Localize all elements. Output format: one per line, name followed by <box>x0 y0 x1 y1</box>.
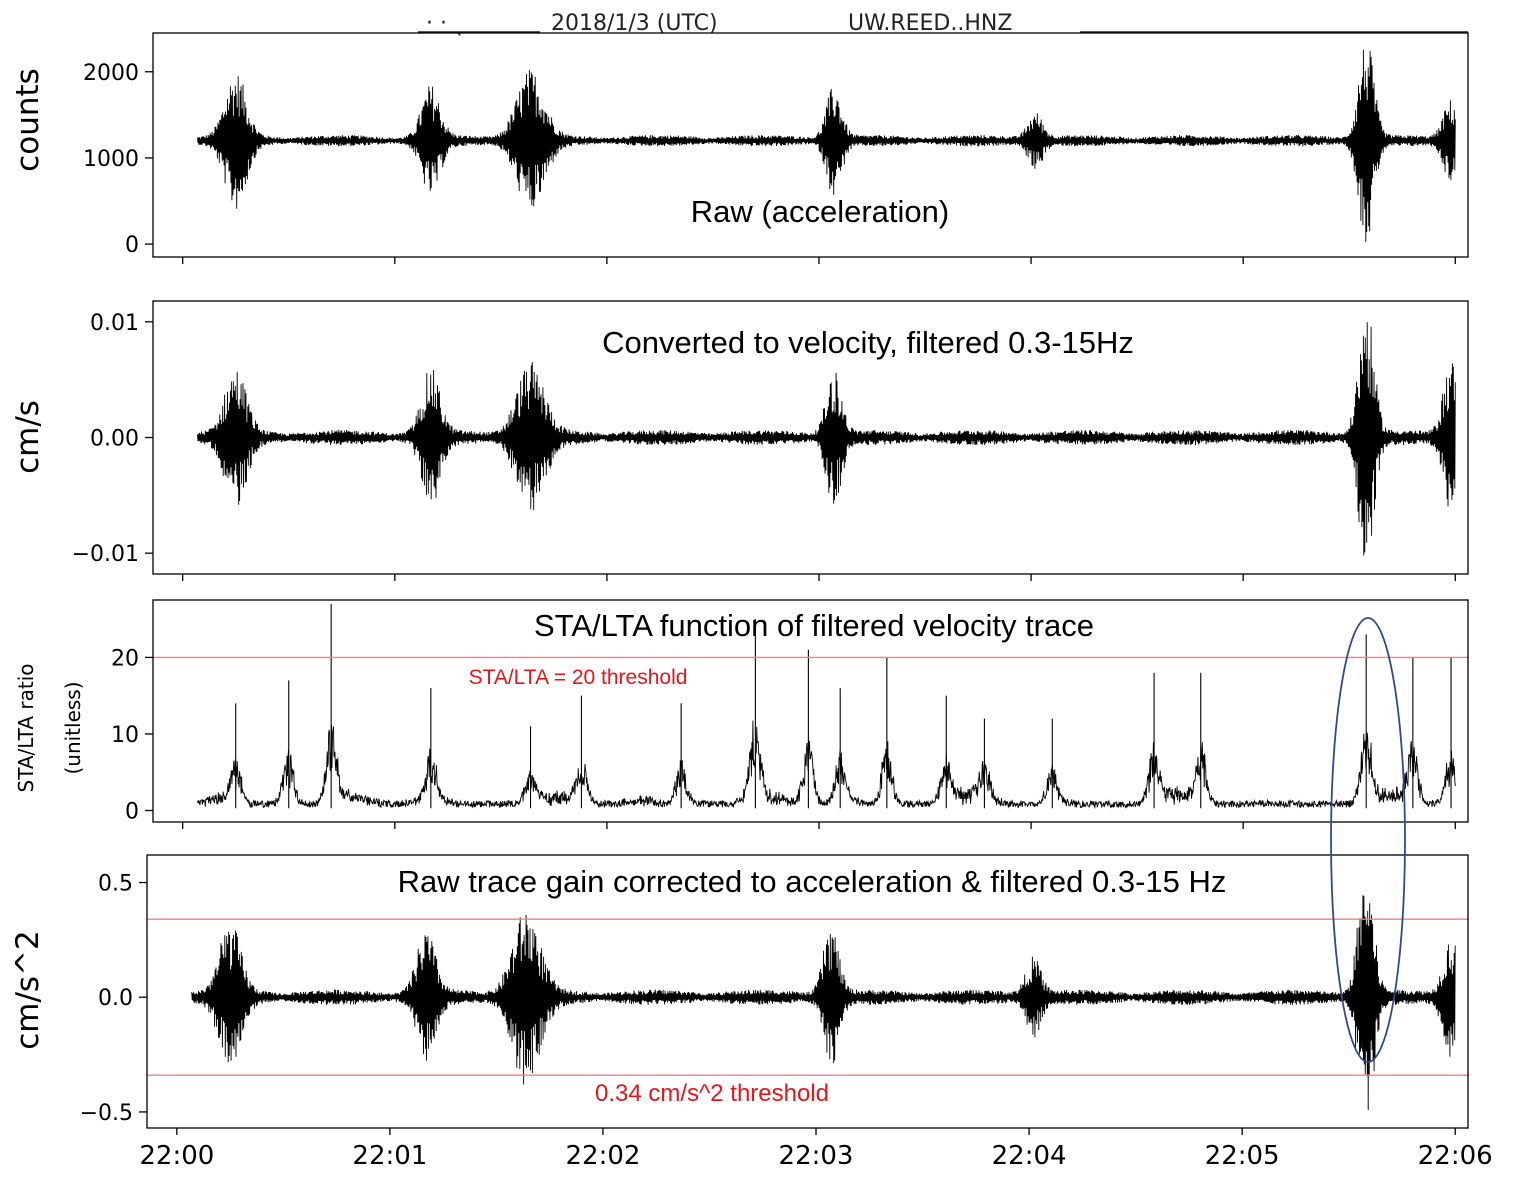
sta-lta-ylabel: STA/LTA ratio <box>14 664 38 793</box>
x-tick-label: 22:02 <box>565 1141 640 1171</box>
figure-header: · · ˎ 2018/1/3 (UTC) UW.REED..HNZ <box>418 11 1468 36</box>
panel-sta-lta-frame <box>152 599 1469 823</box>
sta-lta-y-axis: 0 10 20 <box>111 646 153 825</box>
y-tick-label: 20 <box>111 646 139 671</box>
y-tick-label: 0.01 <box>90 311 139 336</box>
waveform-line <box>197 322 1456 556</box>
velocity-annotation: Converted to velocity, filtered 0.3-15Hz <box>602 325 1134 360</box>
y-tick-label: 0.00 <box>90 427 139 452</box>
acceleration-annotation: Raw trace gain corrected to acceleration… <box>398 864 1227 899</box>
y-tick-label: 0 <box>125 233 139 258</box>
header-station: UW.REED..HNZ <box>848 11 1012 36</box>
acceleration-threshold-label: 0.34 cm/s^2 threshold <box>595 1080 829 1107</box>
sta-lta-ylabel-units: (unitless) <box>61 681 85 774</box>
x-tick-label: 22:04 <box>992 1141 1067 1171</box>
x-tick-label: 22:06 <box>1418 1141 1493 1171</box>
y-tick-label: 0 <box>125 800 139 825</box>
acceleration-x-axis: 22:00 22:01 22:02 22:03 22:04 22:05 22:06 <box>139 1128 1493 1171</box>
x-tick-label: 22:00 <box>139 1141 214 1171</box>
y-tick-label: −0.01 <box>72 542 139 567</box>
velocity-ylabel: cm/s <box>10 400 46 474</box>
raw-annotation: Raw (acceleration) <box>691 194 949 229</box>
raw-ylabel: counts <box>10 68 46 172</box>
panel-raw-acceleration: 0 1000 2000 counts Raw (acceleration) <box>10 32 1469 264</box>
header-date: 2018/1/3 (UTC) <box>551 11 718 36</box>
raw-acceleration-trace <box>197 49 1456 243</box>
x-tick-label: 22:05 <box>1205 1141 1280 1171</box>
velocity-y-axis: −0.01 0.00 0.01 <box>72 311 153 567</box>
y-tick-label: 1000 <box>83 147 139 172</box>
y-tick-label: 2000 <box>83 61 139 86</box>
panel-acceleration-frame <box>146 854 1469 1129</box>
sta-lta-line <box>197 720 1456 809</box>
sta-lta-x-axis <box>182 822 1456 829</box>
raw-x-axis <box>182 257 1456 264</box>
panel-sta-lta: 0 10 20 STA/LTA ratio (unitless) STA/LTA f… <box>14 599 1469 829</box>
x-tick-label: 22:01 <box>352 1141 427 1171</box>
x-tick-label: 22:03 <box>779 1141 854 1171</box>
acceleration-ylabel: cm/s^2 <box>10 930 46 1050</box>
velocity-x-axis <box>182 574 1456 581</box>
y-tick-label: 0.0 <box>98 986 133 1011</box>
y-tick-label: 0.5 <box>98 872 133 897</box>
sta-lta-annotation: STA/LTA function of filtered velocity tr… <box>534 608 1094 643</box>
raw-y-axis: 0 1000 2000 <box>83 61 153 258</box>
acceleration-y-axis: −0.5 0.0 0.5 <box>80 872 147 1126</box>
y-tick-label: 10 <box>111 723 139 748</box>
event-highlight-ellipse <box>1330 617 1406 1063</box>
panel-raw-frame <box>152 32 1469 258</box>
velocity-trace <box>197 322 1456 556</box>
y-tick-label: −0.5 <box>80 1101 133 1126</box>
sta-lta-threshold-label: STA/LTA = 20 threshold <box>469 666 688 689</box>
waveform-line <box>191 895 1456 1111</box>
acceleration-filtered-trace <box>191 895 1456 1111</box>
sta-lta-trace <box>197 603 1456 809</box>
panel-acceleration-filtered: −0.50.00.5 22:00 22:01 22:02 22:03 22:04 22:0… <box>10 854 1493 1171</box>
waveform-line <box>197 49 1456 243</box>
panel-velocity: −0.01 0.00 0.01 cm/s Converted to velocity… <box>10 300 1469 581</box>
